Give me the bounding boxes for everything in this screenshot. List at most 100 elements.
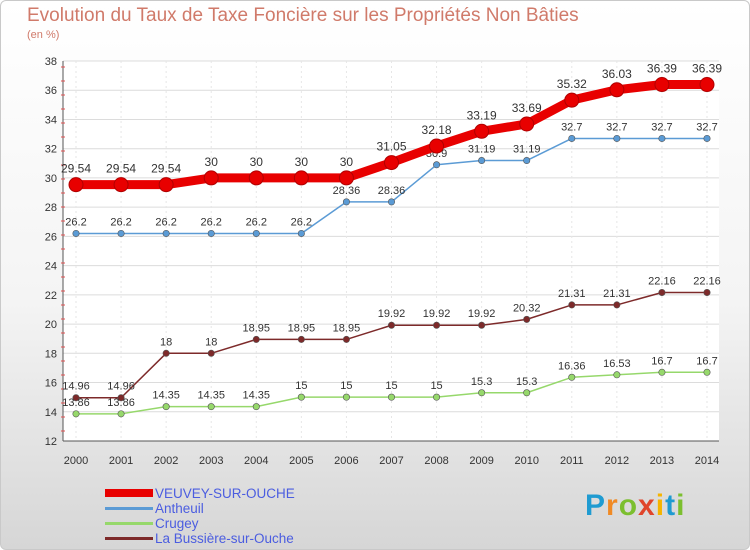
data-label: 20.32 xyxy=(513,302,541,314)
data-label: 22.16 xyxy=(693,276,721,288)
y-tick-label: 34 xyxy=(45,114,57,126)
data-point xyxy=(568,301,576,309)
data-point xyxy=(297,393,305,401)
data-point xyxy=(117,229,125,237)
y-tick-label: 28 xyxy=(45,202,57,214)
data-label: 32.7 xyxy=(696,121,717,133)
y-tick-label: 24 xyxy=(45,261,57,273)
data-point xyxy=(338,170,354,186)
data-point xyxy=(203,170,219,186)
data-label: 14.35 xyxy=(243,390,271,402)
legend-label-la-bussiere: La Bussière-sur-Ouche xyxy=(155,531,294,546)
series-la-bussi-re-sur-ouche: 14.96 14.96 18 18 18.95 18.95 18.95 19.92 19.92 1… xyxy=(62,276,721,402)
data-label: 19.92 xyxy=(423,308,451,320)
data-point xyxy=(207,229,215,237)
legend-label-veuvey: VEUVEY-SUR-OUCHE xyxy=(155,486,295,501)
data-point xyxy=(613,371,621,379)
y-tick-label: 16 xyxy=(45,378,57,390)
data-label: 29.54 xyxy=(106,162,136,176)
data-label: 15.3 xyxy=(471,376,492,388)
y-tick-label: 38 xyxy=(45,56,57,68)
data-point xyxy=(297,335,305,343)
logo-letter: i xyxy=(676,489,686,522)
data-point xyxy=(658,368,666,376)
data-point xyxy=(113,177,129,193)
data-point xyxy=(387,321,395,329)
data-label: 35.32 xyxy=(557,77,587,91)
legend-label-crugey: Crugey xyxy=(155,516,199,531)
data-label: 15 xyxy=(340,380,352,392)
data-label: 36.39 xyxy=(647,62,677,76)
data-label: 21.31 xyxy=(558,288,586,300)
data-label: 16.7 xyxy=(651,355,672,367)
y-tick-label: 18 xyxy=(45,348,57,360)
data-label: 29.54 xyxy=(61,162,91,176)
data-label: 28.36 xyxy=(378,185,406,197)
data-label: 14.35 xyxy=(152,390,180,402)
data-point xyxy=(519,116,535,132)
data-label: 30 xyxy=(250,155,264,169)
data-point xyxy=(429,138,445,154)
x-tick-label: 2010 xyxy=(514,455,538,467)
data-label: 14.96 xyxy=(62,381,90,393)
logo-letter: r xyxy=(606,489,619,522)
logo-letter: x xyxy=(638,489,656,522)
data-point xyxy=(387,393,395,401)
data-point xyxy=(342,335,350,343)
data-point xyxy=(162,403,170,411)
data-label: 28.36 xyxy=(333,185,361,197)
data-point xyxy=(162,229,170,237)
data-point xyxy=(293,170,309,186)
data-point xyxy=(703,368,711,376)
data-point xyxy=(433,321,441,329)
data-point xyxy=(564,92,580,108)
data-point xyxy=(474,123,490,139)
data-label: 32.7 xyxy=(561,121,582,133)
y-tick-label: 36 xyxy=(45,85,57,97)
data-label: 14.35 xyxy=(197,390,225,402)
data-label: 16.53 xyxy=(603,358,631,370)
y-tick-label: 30 xyxy=(45,173,57,185)
data-label: 18.95 xyxy=(243,322,271,334)
data-point xyxy=(523,315,531,323)
data-point xyxy=(68,177,84,193)
data-point xyxy=(72,229,80,237)
y-tick-label: 20 xyxy=(45,319,57,331)
data-point xyxy=(658,289,666,297)
data-point xyxy=(297,229,305,237)
x-tick-label: 2008 xyxy=(424,455,448,467)
x-tick-label: 2003 xyxy=(199,455,223,467)
data-point xyxy=(478,321,486,329)
x-tick-label: 2013 xyxy=(650,455,674,467)
y-tick-label: 22 xyxy=(45,290,57,302)
data-label: 32.18 xyxy=(422,123,452,137)
chart-title: Evolution du Taux de Taxe Foncière sur l… xyxy=(27,5,579,26)
data-label: 15 xyxy=(430,380,442,392)
x-tick-label: 2004 xyxy=(244,455,268,467)
data-label: 36.39 xyxy=(692,62,722,76)
legend-swatch-crugey xyxy=(105,522,153,525)
data-label: 19.92 xyxy=(468,308,496,320)
data-point xyxy=(207,403,215,411)
logo-letter: t xyxy=(665,489,677,522)
data-label: 15 xyxy=(385,380,397,392)
data-point xyxy=(568,373,576,381)
data-label: 26.2 xyxy=(246,216,267,228)
x-tick-label: 2011 xyxy=(560,455,584,467)
data-label: 18 xyxy=(205,336,217,348)
series-veuvey-sur-ouche: 29.54 29.54 29.54 30 30 30 30 31.05 32.18 33.19 33… xyxy=(61,62,722,193)
data-point xyxy=(654,77,670,93)
data-label: 36.03 xyxy=(602,67,632,81)
logo-letter: i xyxy=(655,489,666,522)
data-label: 26.2 xyxy=(155,216,176,228)
legend-label-antheuil: Antheuil xyxy=(155,501,204,516)
data-point xyxy=(342,198,350,206)
data-label: 33.19 xyxy=(467,108,497,122)
data-point xyxy=(613,301,621,309)
data-label: 22.16 xyxy=(648,276,676,288)
data-label: 30 xyxy=(295,155,309,169)
data-point xyxy=(658,134,666,142)
data-label: 29.54 xyxy=(151,162,181,176)
